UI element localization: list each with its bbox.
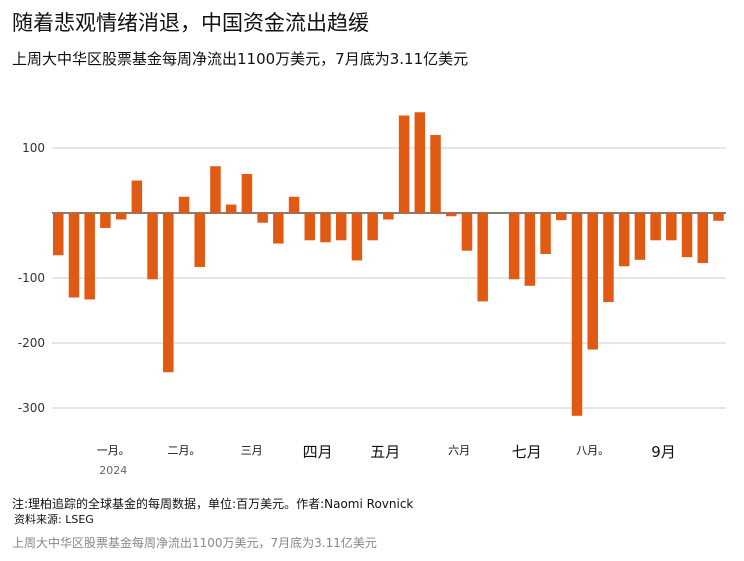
x-tick-label: 四月 xyxy=(303,443,333,461)
y-tick-label: 100 xyxy=(22,141,45,155)
bar xyxy=(257,213,268,223)
bar xyxy=(508,213,520,280)
bar xyxy=(540,213,551,254)
bar xyxy=(477,213,488,302)
chart-subtitle: 上周大中华区股票基金每周净流出1100万美元，7月底为3.11亿美元 xyxy=(12,50,469,68)
bar xyxy=(383,213,394,220)
caption: 上周大中华区股票基金每周净流出1100万美元，7月底为3.11亿美元 xyxy=(12,536,377,550)
bar xyxy=(163,213,174,373)
bar xyxy=(650,213,661,241)
bar-series xyxy=(53,112,724,416)
y-tick-label: -100 xyxy=(18,271,45,285)
bar xyxy=(115,213,127,220)
chart-title: 随着悲观情绪消退，中国资金流出趋缓 xyxy=(12,11,369,35)
x-tick-label: 三月 xyxy=(241,444,263,457)
x-tick-label: 八月。 xyxy=(576,444,609,457)
bar-chart: 100 -100 -200 -300 一月。 二月。 三月 四月 五月 六月 七月 八月。 9月 2024 xyxy=(18,112,726,477)
bar xyxy=(288,196,300,213)
bar xyxy=(713,213,724,221)
bar xyxy=(225,204,237,213)
bar xyxy=(351,213,363,261)
bar xyxy=(697,213,709,264)
x-tick-label: 一月。 xyxy=(97,444,130,457)
bar xyxy=(273,213,284,244)
bar xyxy=(335,213,347,241)
x-tick-label: 9月 xyxy=(651,443,676,461)
y-tick-label: -300 xyxy=(18,401,45,415)
bar xyxy=(430,135,441,213)
x-tick-label: 六月 xyxy=(448,444,470,457)
bar xyxy=(178,196,190,213)
bar xyxy=(131,180,143,213)
bar xyxy=(681,213,693,258)
x-tick-label: 五月 xyxy=(370,443,400,461)
bar xyxy=(367,213,378,241)
bar xyxy=(461,213,473,251)
year-label: 2024 xyxy=(99,464,127,477)
bar xyxy=(398,115,410,213)
bar xyxy=(603,213,614,303)
bar xyxy=(571,213,583,416)
bar xyxy=(666,213,677,241)
bar xyxy=(210,166,221,213)
source-note: 资料来源: LSEG xyxy=(14,513,94,526)
bar xyxy=(53,213,64,256)
axis-labels: 100 -100 -200 -300 一月。 二月。 三月 四月 五月 六月 七月 八月。 9月 2024 xyxy=(18,141,676,477)
bar xyxy=(587,213,598,350)
bar xyxy=(84,213,95,300)
bar xyxy=(634,213,646,260)
x-tick-label: 七月 xyxy=(512,443,542,461)
bar xyxy=(304,213,316,241)
bar xyxy=(100,213,111,228)
y-tick-label: -200 xyxy=(18,336,45,350)
bar xyxy=(194,213,205,267)
footnote: 注:理柏追踪的全球基金的每周数据，单位:百万美元。作者:Naomi Rovnic… xyxy=(12,497,414,511)
bar xyxy=(241,174,253,213)
bar xyxy=(414,112,426,213)
bar xyxy=(556,213,567,221)
bar xyxy=(618,213,630,267)
x-tick-label: 二月。 xyxy=(168,444,201,457)
bar xyxy=(68,213,80,298)
bar xyxy=(147,213,158,280)
bar xyxy=(524,213,536,286)
bar xyxy=(320,213,331,243)
bar xyxy=(446,213,457,217)
